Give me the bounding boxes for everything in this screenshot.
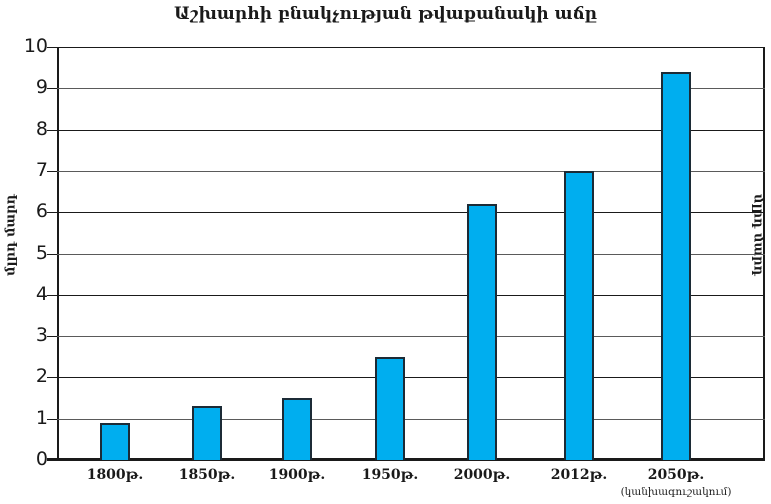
y-tick-label: 4 — [35, 282, 48, 305]
gridline — [57, 418, 765, 420]
gridline — [57, 170, 765, 172]
y-tick-mark — [47, 212, 57, 214]
y-tick-mark — [47, 170, 57, 172]
y-tick-label: 7 — [35, 158, 48, 181]
gridline — [57, 336, 765, 338]
y-tick-label: 1 — [35, 406, 48, 429]
y-tick-mark — [47, 294, 57, 296]
y-tick-mark — [47, 377, 57, 379]
forecast-note: (կանխագուշակում) — [620, 486, 732, 498]
y-tick-mark — [47, 336, 57, 338]
x-tick-label: 1850թ. — [178, 467, 236, 483]
bar-1900 — [282, 398, 312, 460]
bar-2012 — [564, 170, 594, 460]
gridline — [57, 212, 765, 214]
x-tick-label: 2050թ. — [647, 467, 705, 483]
gridline — [57, 88, 765, 90]
gridline — [57, 253, 765, 255]
y-tick-label: 6 — [35, 200, 48, 223]
bar-1800 — [100, 422, 130, 460]
y-tick-label: 2 — [35, 365, 48, 388]
gridline — [57, 129, 765, 131]
x-tick-label: 1900թ. — [268, 467, 326, 483]
y-tick-label: 0 — [35, 448, 48, 470]
bar-2050 — [661, 71, 691, 460]
gridline — [57, 377, 765, 379]
y-tick-label: 8 — [35, 117, 48, 140]
x-axis-line — [47, 458, 765, 461]
x-tick-label: 2000թ. — [453, 467, 511, 483]
y-tick-label: 9 — [35, 76, 48, 99]
bar-1950 — [375, 356, 405, 460]
x-tick-label: 1800թ. — [86, 467, 144, 483]
y-tick-label: 3 — [35, 324, 48, 347]
y-tick-mark — [47, 253, 57, 255]
y-tick-label: 10 — [23, 35, 48, 57]
bar-1850 — [192, 406, 222, 460]
y-tick-mark — [47, 129, 57, 131]
y-tick-mark — [47, 47, 57, 48]
x-tick-label: 2012թ. — [550, 467, 608, 483]
x-tick-label: 1950թ. — [361, 467, 419, 483]
y-tick-mark — [47, 88, 57, 90]
gridline — [57, 47, 765, 48]
y-tick-mark — [47, 460, 57, 461]
plot-area — [47, 47, 765, 461]
y-tick-label: 5 — [35, 241, 48, 264]
chart-title: Աշխարհի բնակչության թվաքանակի աճը — [174, 4, 597, 24]
gridline — [57, 294, 765, 296]
bar-2000 — [467, 203, 497, 460]
y-tick-mark — [47, 418, 57, 420]
